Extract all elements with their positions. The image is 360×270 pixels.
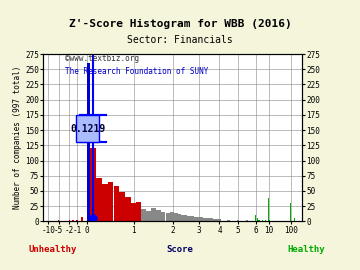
Bar <box>81 217 83 221</box>
FancyBboxPatch shape <box>76 115 99 142</box>
Bar <box>146 211 151 221</box>
Bar <box>125 197 131 221</box>
Y-axis label: Number of companies (997 total): Number of companies (997 total) <box>13 66 22 210</box>
Bar <box>265 220 266 221</box>
Bar <box>228 220 230 221</box>
Bar <box>216 219 218 221</box>
Bar <box>237 220 239 221</box>
Bar <box>290 215 291 221</box>
Text: Unhealthy: Unhealthy <box>29 245 77 254</box>
Bar <box>114 186 119 221</box>
Bar <box>290 203 291 221</box>
Bar <box>175 214 177 221</box>
Bar <box>87 63 90 221</box>
Bar <box>151 208 156 221</box>
Bar <box>156 210 161 221</box>
Text: 0.1219: 0.1219 <box>70 124 105 134</box>
Bar <box>246 220 248 221</box>
Bar <box>184 215 187 221</box>
Bar <box>197 217 200 221</box>
Bar <box>191 216 194 221</box>
Bar <box>69 220 70 221</box>
Bar <box>120 192 125 221</box>
Bar <box>258 220 260 221</box>
Text: Score: Score <box>167 245 193 254</box>
Bar <box>268 220 269 221</box>
Bar <box>58 220 59 221</box>
Bar <box>262 220 263 221</box>
Text: Healthy: Healthy <box>287 245 325 254</box>
Bar <box>102 184 108 221</box>
Bar <box>218 219 221 221</box>
Bar <box>269 220 270 221</box>
Bar <box>211 218 213 221</box>
Bar <box>269 220 270 221</box>
Bar <box>76 220 77 221</box>
Bar <box>200 217 203 221</box>
Bar <box>166 213 170 221</box>
Bar <box>194 217 197 221</box>
Bar <box>90 148 96 221</box>
Bar <box>294 218 295 221</box>
Bar <box>213 219 216 221</box>
Bar <box>178 214 181 221</box>
Bar <box>72 220 73 221</box>
Bar <box>208 218 210 221</box>
Bar <box>161 212 165 221</box>
Bar <box>141 209 146 221</box>
Text: Z'-Score Histogram for WBB (2016): Z'-Score Histogram for WBB (2016) <box>69 19 291 29</box>
Bar <box>108 182 113 221</box>
Bar <box>268 198 269 221</box>
Bar <box>257 218 258 221</box>
Bar <box>205 218 208 221</box>
Text: The Research Foundation of SUNY: The Research Foundation of SUNY <box>65 68 208 76</box>
Text: ©www.textbiz.org: ©www.textbiz.org <box>65 54 139 63</box>
Bar <box>136 202 141 221</box>
Bar <box>181 215 184 221</box>
Bar <box>171 212 174 221</box>
Text: Sector: Financials: Sector: Financials <box>127 35 233 45</box>
Bar <box>255 215 256 221</box>
Bar <box>203 218 205 221</box>
Bar <box>188 216 190 221</box>
Bar <box>96 178 102 221</box>
Bar <box>131 203 136 221</box>
